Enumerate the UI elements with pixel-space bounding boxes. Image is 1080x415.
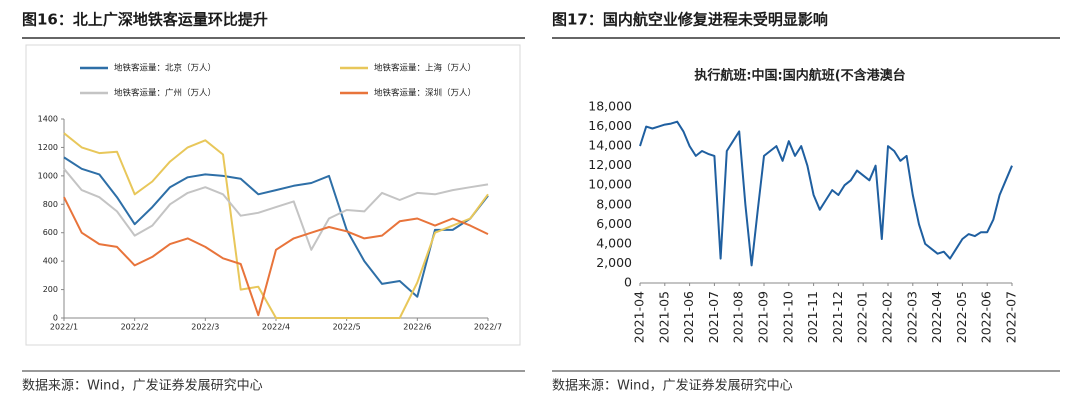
x-tick-label: 2021-12: [830, 291, 845, 343]
y-tick-label: 8,000: [596, 196, 632, 211]
y-tick-label: 1200: [38, 143, 58, 152]
x-tick-label: 2022/1: [50, 323, 78, 332]
x-tick-label: 2021-07: [706, 291, 721, 343]
y-tick-label: 1000: [38, 171, 58, 180]
y-tick-label: 800: [43, 200, 58, 209]
y-tick-label: 4,000: [596, 235, 632, 250]
x-tick-label: 2022-06: [979, 291, 994, 343]
legend-label: 地铁客运量：深圳（万人）: [374, 88, 476, 99]
x-tick-label: 2022/4: [262, 323, 290, 332]
data-line: [63, 168, 489, 251]
x-tick-label: 2022-05: [954, 291, 969, 343]
y-tick-label: 400: [43, 257, 58, 266]
x-tick-label: 2022/3: [191, 323, 219, 332]
figure-caption: 图16：北上广深地铁客运量环比提升: [22, 11, 268, 29]
x-tick-label: 2022/2: [121, 323, 149, 332]
x-tick-label: 2021-09: [756, 291, 771, 343]
data-line: [63, 156, 489, 298]
y-tick-label: 2,000: [596, 255, 632, 270]
y-tick-label: 1400: [38, 115, 58, 124]
legend-label: 地铁客运量：广州（万人）: [114, 88, 216, 99]
legend-label: 地铁客运量：上海（万人）: [374, 63, 476, 74]
x-tick-label: 2021-10: [780, 291, 795, 343]
x-tick-label: 2022-03: [904, 291, 919, 343]
y-tick-label: 0: [624, 275, 632, 290]
x-tick-label: 2022/5: [333, 323, 361, 332]
source-note: 数据来源：Wind，广发证券发展研究中心: [22, 378, 263, 394]
y-tick-label: 18,000: [588, 99, 632, 114]
x-tick-label: 2021-11: [805, 291, 820, 343]
y-tick-label: 6,000: [596, 216, 632, 231]
x-tick-label: 2022-07: [1004, 291, 1019, 343]
figure-caption: 图17：国内航空业修复进程未受明显影响: [552, 11, 828, 29]
source-note: 数据来源：Wind，广发证券发展研究中心: [552, 378, 793, 394]
y-tick-label: 16,000: [588, 118, 632, 133]
x-tick-label: 2021-08: [731, 291, 746, 343]
x-tick-label: 2021-06: [681, 291, 696, 343]
x-tick-label: 2022/7: [474, 323, 502, 332]
data-line: [639, 120, 1013, 267]
x-tick-label: 2022-01: [855, 291, 870, 343]
y-tick-label: 600: [43, 228, 58, 237]
data-line: [63, 132, 489, 319]
data-line: [63, 196, 489, 317]
y-tick-label: 10,000: [588, 177, 632, 192]
x-tick-label: 2022-02: [880, 291, 895, 343]
chart-title: 执行航班:中国:国内航班(不含港澳台: [694, 68, 905, 84]
x-tick-label: 2021-05: [656, 291, 671, 343]
y-tick-label: 200: [43, 285, 58, 294]
x-tick-label: 2022-04: [929, 291, 944, 343]
y-tick-label: 0: [53, 314, 58, 323]
y-tick-label: 12,000: [588, 157, 632, 172]
x-tick-label: 2022/6: [403, 323, 431, 332]
legend-label: 地铁客运量：北京（万人）: [114, 63, 216, 74]
chart-frame: [25, 44, 521, 346]
x-tick-label: 2021-04: [632, 291, 647, 343]
y-tick-label: 14,000: [588, 138, 632, 153]
